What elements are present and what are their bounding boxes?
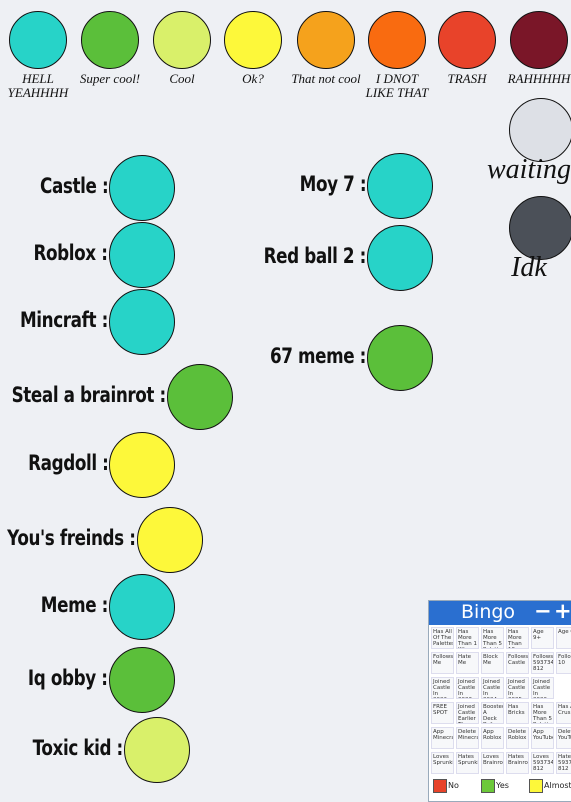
bingo-cell[interactable]: Joined Castle Earlier Than 2022 xyxy=(456,702,479,724)
legend-label: I DNOT LIKE THAT xyxy=(365,71,429,100)
item-label: Meme : xyxy=(40,593,109,617)
item-label: Red ball 2 : xyxy=(263,244,367,268)
bingo-cell[interactable]: App YouTube xyxy=(531,727,554,749)
bingo-cell[interactable]: Loves Brainrot xyxy=(481,752,504,774)
legend-label: Ok? xyxy=(242,71,264,86)
legend-label: TRASH xyxy=(447,71,487,86)
bingo-cell[interactable]: App Roblox xyxy=(481,727,504,749)
legend-label: Cool xyxy=(169,71,195,86)
rating-circle xyxy=(167,364,233,430)
key-label: Almost xyxy=(544,781,571,790)
rating-circle xyxy=(124,717,190,783)
rating-circle xyxy=(367,153,433,219)
status-swatch xyxy=(509,98,571,162)
legend-swatch xyxy=(368,11,426,69)
bingo-cell[interactable]: Hates Brainrot xyxy=(506,752,529,774)
key-label: No xyxy=(448,781,459,790)
item-label: Roblox : xyxy=(33,241,108,265)
bingo-cell[interactable]: Follows 10 xyxy=(556,652,571,674)
bingo-cell[interactable]: Delete YouTube xyxy=(556,727,571,749)
bingo-cell[interactable]: Loves 593734 812 xyxy=(531,752,554,774)
rating-circle xyxy=(137,507,203,573)
legend-label: Super cool! xyxy=(79,71,141,86)
key-swatch xyxy=(481,779,495,793)
legend-swatch xyxy=(9,11,67,69)
item-label: Iq obby : xyxy=(28,666,108,690)
legend-swatch xyxy=(81,11,139,69)
bingo-cell[interactable]: Age C xyxy=(556,627,571,649)
zoom-in[interactable]: + xyxy=(554,599,571,623)
item-label: Toxic kid : xyxy=(32,736,124,760)
status-swatch xyxy=(509,196,571,260)
rating-circle xyxy=(109,432,175,498)
key-swatch xyxy=(433,779,447,793)
bingo-cell[interactable]: Boosted A Deck Before xyxy=(481,702,504,724)
key-swatch xyxy=(529,779,543,793)
legend-swatch xyxy=(510,11,568,69)
bingo-cell[interactable]: Has More Than 10 Palettes xyxy=(506,627,529,649)
bingo-cell[interactable]: Age 9+ xyxy=(531,627,554,649)
legend-swatch xyxy=(224,11,282,69)
legend-swatch xyxy=(297,11,355,69)
bingo-cell[interactable]: App Minecraft xyxy=(431,727,454,749)
bingo-cell[interactable]: Has More Than 1 Kilo xyxy=(456,627,479,649)
bingo-cell[interactable]: Joined Castle In 2026 xyxy=(531,677,554,699)
bingo-cell[interactable]: Hates Sprunki xyxy=(456,752,479,774)
item-label: Castle : xyxy=(39,174,109,198)
item-label: 67 meme : xyxy=(270,344,366,368)
key-label: Yes xyxy=(496,781,509,790)
bingo-cell[interactable]: Joined Castle In 2025 xyxy=(506,677,529,699)
bingo-cell[interactable]: Has More Than 5 Palettes xyxy=(481,627,504,649)
bingo-cell[interactable]: Loves Sprunki xyxy=(431,752,454,774)
bingo-cell[interactable]: Has A Crush xyxy=(556,702,571,724)
item-label: Mincraft : xyxy=(20,308,108,332)
legend-label: RAHHHHH xyxy=(507,71,571,86)
rating-circle xyxy=(109,647,175,713)
status-label: Idk xyxy=(511,252,547,283)
bingo-cell[interactable]: Joined Castle In 2024 xyxy=(481,677,504,699)
bingo-cell[interactable]: Follows Castle xyxy=(506,652,529,674)
legend-label: HELL YEAHHHH xyxy=(7,71,69,100)
rating-circle xyxy=(367,325,433,391)
bingo-cell[interactable]: Delete Roblox xyxy=(506,727,529,749)
bingo-cell[interactable]: Joined Castle In 2023 xyxy=(456,677,479,699)
bingo-cell[interactable]: Follows Me xyxy=(431,652,454,674)
item-label: Moy 7 : xyxy=(299,172,366,196)
bingo-cell[interactable]: FREE SPOT xyxy=(431,702,454,724)
bingo-cell[interactable]: Follows 593734 812 xyxy=(531,652,554,674)
status-label: waiting xyxy=(486,154,571,185)
bingo-cell[interactable]: Has Bricks xyxy=(506,702,529,724)
zoom-out[interactable]: − xyxy=(534,599,552,623)
bingo-cell[interactable]: Has More Than 5 Palettes xyxy=(531,702,554,724)
rating-circle xyxy=(109,155,175,221)
bingo-cell[interactable]: Delete Minecraft xyxy=(456,727,479,749)
bingo-cell[interactable]: Has All Of The Palettes xyxy=(431,627,454,649)
bingo-panel: Bingo − + Has All Of The Palettes Has Mor… xyxy=(428,599,571,802)
legend-swatch xyxy=(438,11,496,69)
item-label: Ragdoll : xyxy=(27,451,109,475)
bingo-header: Bingo − + xyxy=(429,599,571,625)
rating-circle xyxy=(109,222,175,288)
bingo-cell[interactable]: Block Me xyxy=(481,652,504,674)
item-label: Steal a brainrot : xyxy=(11,383,167,407)
item-label: You's freinds : xyxy=(7,526,137,550)
legend-swatch xyxy=(153,11,211,69)
bingo-cell[interactable]: Hate Me xyxy=(456,652,479,674)
rating-circle xyxy=(109,289,175,355)
rating-circle xyxy=(109,574,175,640)
bingo-cell[interactable]: Hates 593734 812 xyxy=(556,752,571,774)
bingo-cell[interactable]: Joined Castle In 2022 xyxy=(431,677,454,699)
rating-circle xyxy=(367,225,433,291)
bingo-title: Bingo xyxy=(461,601,516,623)
legend-label: That not cool xyxy=(291,71,361,86)
